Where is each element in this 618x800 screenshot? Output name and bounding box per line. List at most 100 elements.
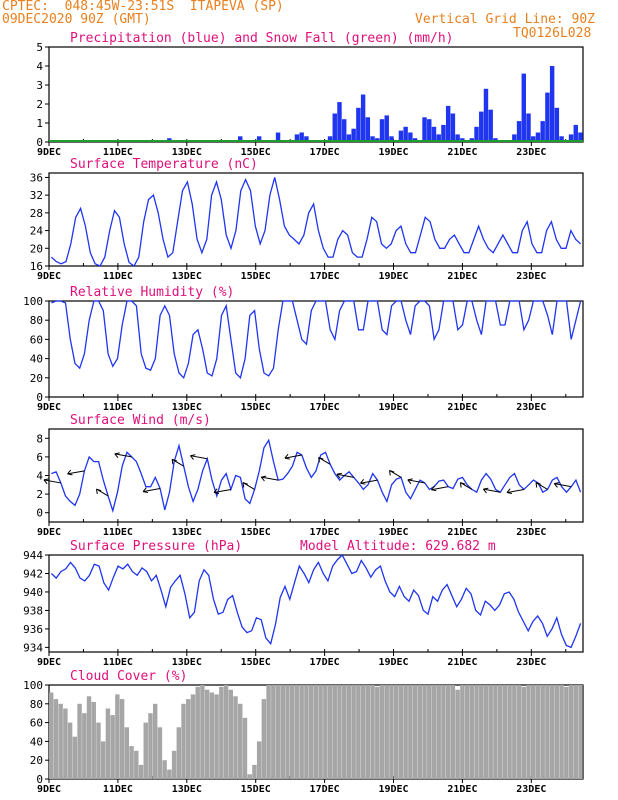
data-bar <box>275 685 281 779</box>
data-bar <box>370 136 375 142</box>
x-tick-label: 11DEC <box>103 271 133 282</box>
data-bar <box>427 685 432 779</box>
data-bar <box>389 685 394 779</box>
data-bar <box>77 703 82 779</box>
data-bar <box>356 685 361 779</box>
data-bar <box>512 685 517 779</box>
data-bar <box>138 764 144 779</box>
data-bar <box>337 685 342 779</box>
x-tick-label: 21DEC <box>447 784 477 795</box>
x-tick-label: 9DEC <box>37 271 61 282</box>
data-bar <box>526 113 531 142</box>
data-bar <box>431 685 437 779</box>
y-tick-label: 80 <box>30 698 43 711</box>
data-bar <box>427 119 432 142</box>
wind-arrow-head <box>336 472 342 479</box>
data-bar <box>181 703 186 779</box>
x-tick-label: 19DEC <box>378 147 408 158</box>
x-tick-label: 9DEC <box>37 147 61 158</box>
data-bar <box>502 685 508 779</box>
data-bar <box>72 736 78 779</box>
data-bar <box>389 136 394 142</box>
x-tick-label: 21DEC <box>447 271 477 282</box>
wind-arrow-head <box>388 469 395 476</box>
y-tick-label: 100 <box>23 295 43 308</box>
wind-arrow-head <box>171 458 178 465</box>
data-bar <box>49 692 54 779</box>
x-tick-label: 23DEC <box>516 657 546 668</box>
data-bar <box>280 685 285 779</box>
data-bar <box>488 685 493 779</box>
data-bar <box>308 685 314 779</box>
x-tick-label: 9DEC <box>37 784 61 795</box>
data-bar <box>554 685 560 779</box>
data-bar <box>313 685 319 779</box>
panel-frame <box>48 172 584 267</box>
x-tick-label: 19DEC <box>378 402 408 413</box>
series-line <box>51 438 582 514</box>
y-tick-label: 20 <box>30 372 43 385</box>
data-bar <box>351 128 356 142</box>
data-bar <box>299 132 304 142</box>
data-bar <box>360 94 366 142</box>
data-bar <box>167 769 172 779</box>
series-line <box>50 177 582 267</box>
wind-arrow-head <box>114 452 120 459</box>
data-bar <box>186 699 191 779</box>
y-tick-label: 5 <box>36 41 43 54</box>
wind-arrow <box>261 476 279 481</box>
x-tick-label: 17DEC <box>310 657 340 668</box>
data-bar <box>441 685 446 779</box>
wind-arrow <box>336 473 354 478</box>
x-tick-label: 21DEC <box>447 147 477 158</box>
x-tick-label: 11DEC <box>103 657 133 668</box>
y-tick-label: 6 <box>36 451 43 464</box>
data-bar <box>223 685 229 779</box>
x-tick-label: 15DEC <box>241 271 271 282</box>
x-tick-label: 21DEC <box>447 657 477 668</box>
station-header: CPTEC: 048:45W-23:51S ITAPEVA (SP) <box>2 0 284 14</box>
x-tick-label: 23DEC <box>516 784 546 795</box>
data-bar <box>219 686 224 779</box>
data-bar <box>134 750 139 779</box>
data-bar <box>82 713 87 779</box>
y-tick-label: 24 <box>30 225 44 238</box>
data-bar <box>521 686 526 779</box>
data-bar <box>318 685 323 779</box>
data-bar <box>445 105 451 142</box>
panel-title: Precipitation (blue) and Snow Fall (gree… <box>70 31 454 46</box>
wind-arrow <box>554 483 572 488</box>
data-bar <box>341 685 347 779</box>
data-bar <box>100 741 106 779</box>
data-bar <box>474 685 479 779</box>
x-tick-label: 19DEC <box>378 271 408 282</box>
panel-title: Surface Pressure (hPa) <box>70 539 242 554</box>
series-line <box>50 553 582 649</box>
y-tick-label: 0 <box>36 136 43 149</box>
data-bar <box>105 708 111 779</box>
data-bar <box>233 696 238 779</box>
data-bar <box>53 699 59 779</box>
data-bar <box>535 132 541 142</box>
panel-frame <box>48 300 584 398</box>
data-bar <box>422 685 427 779</box>
x-tick-label: 11DEC <box>103 147 133 158</box>
x-tick-label: 23DEC <box>516 402 546 413</box>
data-bar <box>384 685 389 779</box>
x-tick-label: 15DEC <box>241 527 271 538</box>
x-tick-label: 23DEC <box>516 527 546 538</box>
data-bar <box>549 66 555 142</box>
y-tick-label: 8 <box>36 432 43 445</box>
data-bar <box>256 136 262 142</box>
data-bar <box>403 126 408 142</box>
x-tick-label: 21DEC <box>447 527 477 538</box>
y-tick-label: 80 <box>30 314 43 327</box>
x-tick-label: 13DEC <box>172 784 202 795</box>
data-bar <box>578 685 583 779</box>
data-bar <box>119 699 125 779</box>
data-bar <box>431 126 437 142</box>
data-bar <box>573 124 578 142</box>
x-tick-label: 23DEC <box>516 271 546 282</box>
wind-arrow-head <box>459 482 466 488</box>
